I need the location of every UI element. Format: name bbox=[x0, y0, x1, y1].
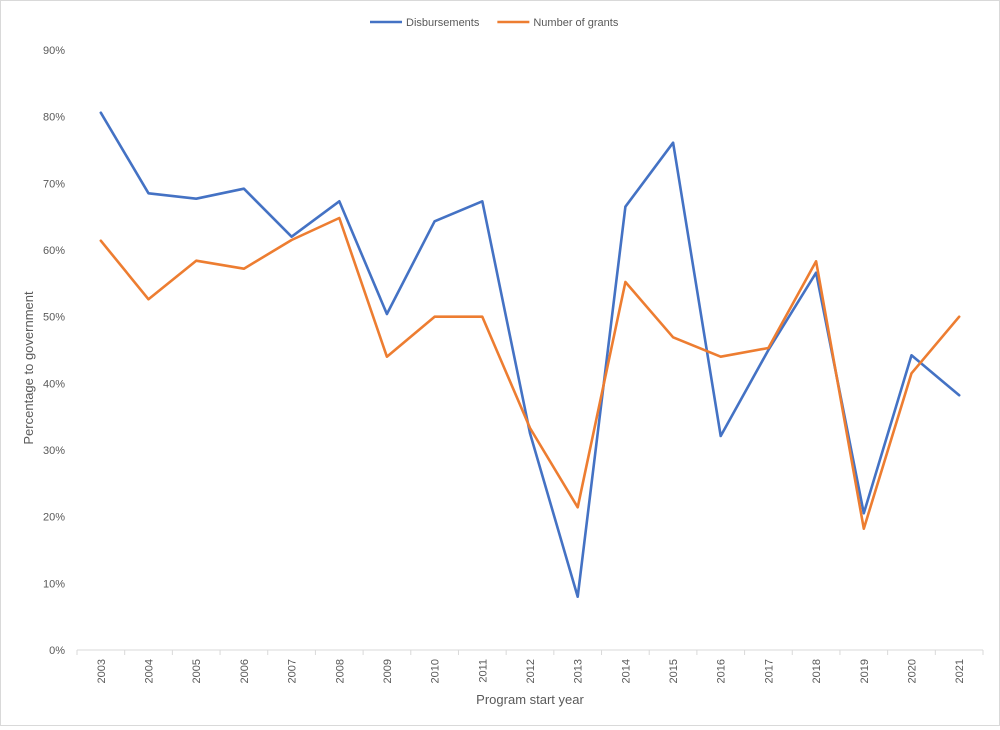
x-tick-label: 2011 bbox=[477, 659, 489, 683]
y-tick-label: 60% bbox=[43, 245, 65, 257]
series-layer bbox=[99, 111, 961, 599]
x-tick-label: 2012 bbox=[525, 659, 537, 683]
x-axis: 2003 2004 2005 2006 2007 2008 2009 2010 2011 2012… bbox=[76, 649, 984, 683]
x-tick-label: 2006 bbox=[239, 659, 251, 683]
x-tick-label: 2003 bbox=[96, 659, 108, 683]
series-line-number-of-grants bbox=[99, 216, 961, 531]
x-axis-title: Program start year bbox=[476, 692, 584, 707]
legend-label-number-of-grants: Number of grants bbox=[533, 17, 618, 29]
y-axis: 0% 10% 20% 30% 40% 50% 60% 70% 80% 90% bbox=[43, 45, 65, 657]
series-line-disbursements bbox=[99, 111, 961, 599]
y-tick-label: 0% bbox=[49, 645, 65, 657]
legend: Disbursements Number of grants bbox=[370, 17, 619, 29]
y-tick-label: 70% bbox=[43, 178, 65, 190]
x-tick-label: 2004 bbox=[144, 659, 156, 683]
x-tick-label: 2019 bbox=[859, 659, 871, 683]
x-tick-label: 2010 bbox=[430, 659, 442, 683]
y-axis-title: Percentage to government bbox=[21, 291, 36, 445]
y-tick-label: 80% bbox=[43, 112, 65, 124]
x-tick-label: 2008 bbox=[334, 659, 346, 683]
x-tick-label: 2016 bbox=[716, 659, 728, 683]
y-tick-label: 90% bbox=[43, 45, 65, 57]
x-tick-label: 2015 bbox=[668, 659, 680, 683]
x-tick-label: 2014 bbox=[620, 659, 632, 683]
y-tick-label: 30% bbox=[43, 445, 65, 457]
legend-label-disbursements: Disbursements bbox=[406, 17, 480, 29]
x-tick-label: 2021 bbox=[954, 659, 966, 683]
x-tick-label: 2009 bbox=[382, 659, 394, 683]
x-tick-label: 2007 bbox=[287, 659, 299, 683]
x-tick-label: 2013 bbox=[573, 659, 585, 683]
x-tick-label: 2017 bbox=[763, 659, 775, 683]
x-tick-label: 2005 bbox=[191, 659, 203, 683]
x-tick-label: 2020 bbox=[906, 659, 918, 683]
y-tick-label: 10% bbox=[43, 578, 65, 590]
y-tick-label: 40% bbox=[43, 378, 65, 390]
y-tick-label: 20% bbox=[43, 512, 65, 524]
x-tick-label: 2018 bbox=[811, 659, 823, 683]
y-tick-label: 50% bbox=[43, 312, 65, 324]
